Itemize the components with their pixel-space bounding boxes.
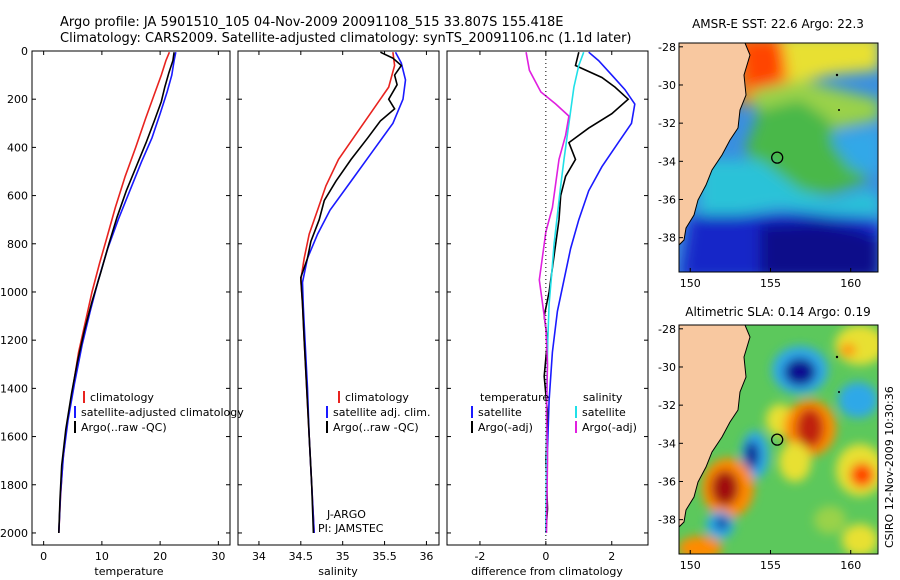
legend-title-temperature: temperature: [480, 391, 549, 404]
x-tick-label: 2: [608, 550, 615, 563]
side-credit: CSIRO 12-Nov-2009 10:30:36: [883, 386, 896, 548]
map-x-tick-label: 150: [680, 277, 701, 290]
map-y-tick-label: -36: [658, 475, 676, 488]
difference-axes: [446, 50, 649, 546]
legend-label-satellite: satellite adj. clim.: [333, 406, 430, 419]
salinity-legend: climatology satellite adj. clim. Argo(..…: [318, 391, 430, 535]
legend-label-argo: Argo(..raw -QC): [333, 421, 419, 434]
annotation-jargo: J-ARGO: [326, 508, 366, 521]
argo-position-marker: [771, 151, 784, 164]
series-line-salinity-satellite: [545, 51, 585, 534]
y-tick-label: 1600: [0, 431, 28, 444]
y-tick-label: 2000: [0, 527, 28, 540]
sla-map-title: Altimetric SLA: 0.14 Argo: 0.19: [685, 305, 870, 319]
y-tick-label: 400: [7, 141, 28, 154]
legend-label-climatology: climatology: [90, 391, 154, 404]
temperature-legend: climatology satellite-adjusted climatolo…: [74, 391, 244, 434]
series-line-temperature-argo-adj-: [543, 52, 630, 534]
y-tick-label: 1400: [0, 382, 28, 395]
legend-label-argo: Argo(..raw -QC): [81, 421, 167, 434]
map-x-tick-label: 155: [760, 277, 781, 290]
x-tick-label: 30: [211, 550, 225, 563]
y-tick-label: 600: [7, 190, 28, 203]
sst-map: [679, 43, 878, 272]
coastline: [679, 43, 751, 246]
map-y-tick-label: -30: [658, 361, 676, 374]
map-y-tick-label: -38: [658, 514, 676, 527]
salinity-xlabel: salinity: [318, 565, 358, 578]
x-tick-label: -2: [474, 550, 485, 563]
map-x-tick-label: 160: [840, 559, 861, 572]
x-tick-label: 0: [542, 550, 549, 563]
legend-label-sal-argo: Argo(-adj): [582, 421, 637, 434]
x-tick-label: 36: [419, 550, 433, 563]
map-y-tick-label: -28: [658, 323, 676, 336]
legend-label-satellite: satellite-adjusted climatology: [81, 406, 244, 419]
x-tick-label: 0: [40, 550, 47, 563]
series-line-satellite-adjusted-climatology: [58, 52, 177, 534]
series-line-satellite-adj-clim-: [301, 51, 407, 534]
difference-legend: temperature satellite Argo(-adj) salinit…: [471, 391, 637, 434]
legend-title-salinity: salinity: [583, 391, 623, 404]
map-y-tick-label: -32: [658, 117, 676, 130]
temperature-axes: [31, 50, 231, 546]
figure-title-line2: Climatology: CARS2009. Satellite-adjuste…: [60, 31, 632, 46]
map-x-tick-label: 150: [680, 559, 701, 572]
map-y-tick-label: -36: [658, 193, 676, 206]
series-line-salinity-argo-adj-: [525, 52, 570, 534]
series-line-argo-raw-qc-: [299, 51, 403, 534]
coastline: [679, 325, 751, 528]
map-y-tick-label: -34: [658, 437, 676, 450]
series-line-argo-raw-qc-: [58, 52, 175, 534]
legend-label-climatology: climatology: [345, 391, 409, 404]
y-tick-label: 1800: [0, 479, 28, 492]
y-tick-label: 800: [7, 238, 28, 251]
figure-title-line1: Argo profile: JA 5901510_105 04-Nov-2009…: [60, 15, 564, 30]
salinity-axes: [237, 50, 440, 546]
map-x-tick-label: 160: [840, 277, 861, 290]
map-y-tick-label: -38: [658, 232, 676, 245]
argo-position-marker: [771, 433, 784, 446]
series-line-temperature-satellite: [545, 51, 636, 534]
map-y-tick-label: -28: [658, 41, 676, 54]
x-tick-label: 10: [95, 550, 109, 563]
y-tick-label: 1000: [0, 286, 28, 299]
difference-xlabel: difference from climatology: [471, 565, 623, 578]
map-x-tick-label: 155: [760, 559, 781, 572]
y-tick-label: 200: [7, 93, 28, 106]
x-tick-label: 34: [252, 550, 266, 563]
sst-map-title: AMSR-E SST: 22.6 Argo: 22.3: [692, 17, 864, 31]
x-tick-label: 35: [336, 550, 350, 563]
x-tick-label: 34.5: [289, 550, 314, 563]
y-tick-label: 0: [21, 45, 28, 58]
annotation-pi: PI: JAMSTEC: [318, 522, 384, 535]
sla-map: [679, 325, 878, 554]
map-y-tick-label: -32: [658, 399, 676, 412]
legend-label-temp-argo: Argo(-adj): [478, 421, 533, 434]
temperature-xlabel: temperature: [94, 565, 163, 578]
series-line-climatology: [299, 52, 396, 534]
legend-label-temp-satellite: satellite: [478, 406, 522, 419]
x-tick-label: 35.5: [372, 550, 397, 563]
x-tick-label: 20: [153, 550, 167, 563]
map-y-tick-label: -30: [658, 79, 676, 92]
legend-label-sal-satellite: satellite: [582, 406, 626, 419]
y-tick-label: 1200: [0, 334, 28, 347]
map-y-tick-label: -34: [658, 155, 676, 168]
